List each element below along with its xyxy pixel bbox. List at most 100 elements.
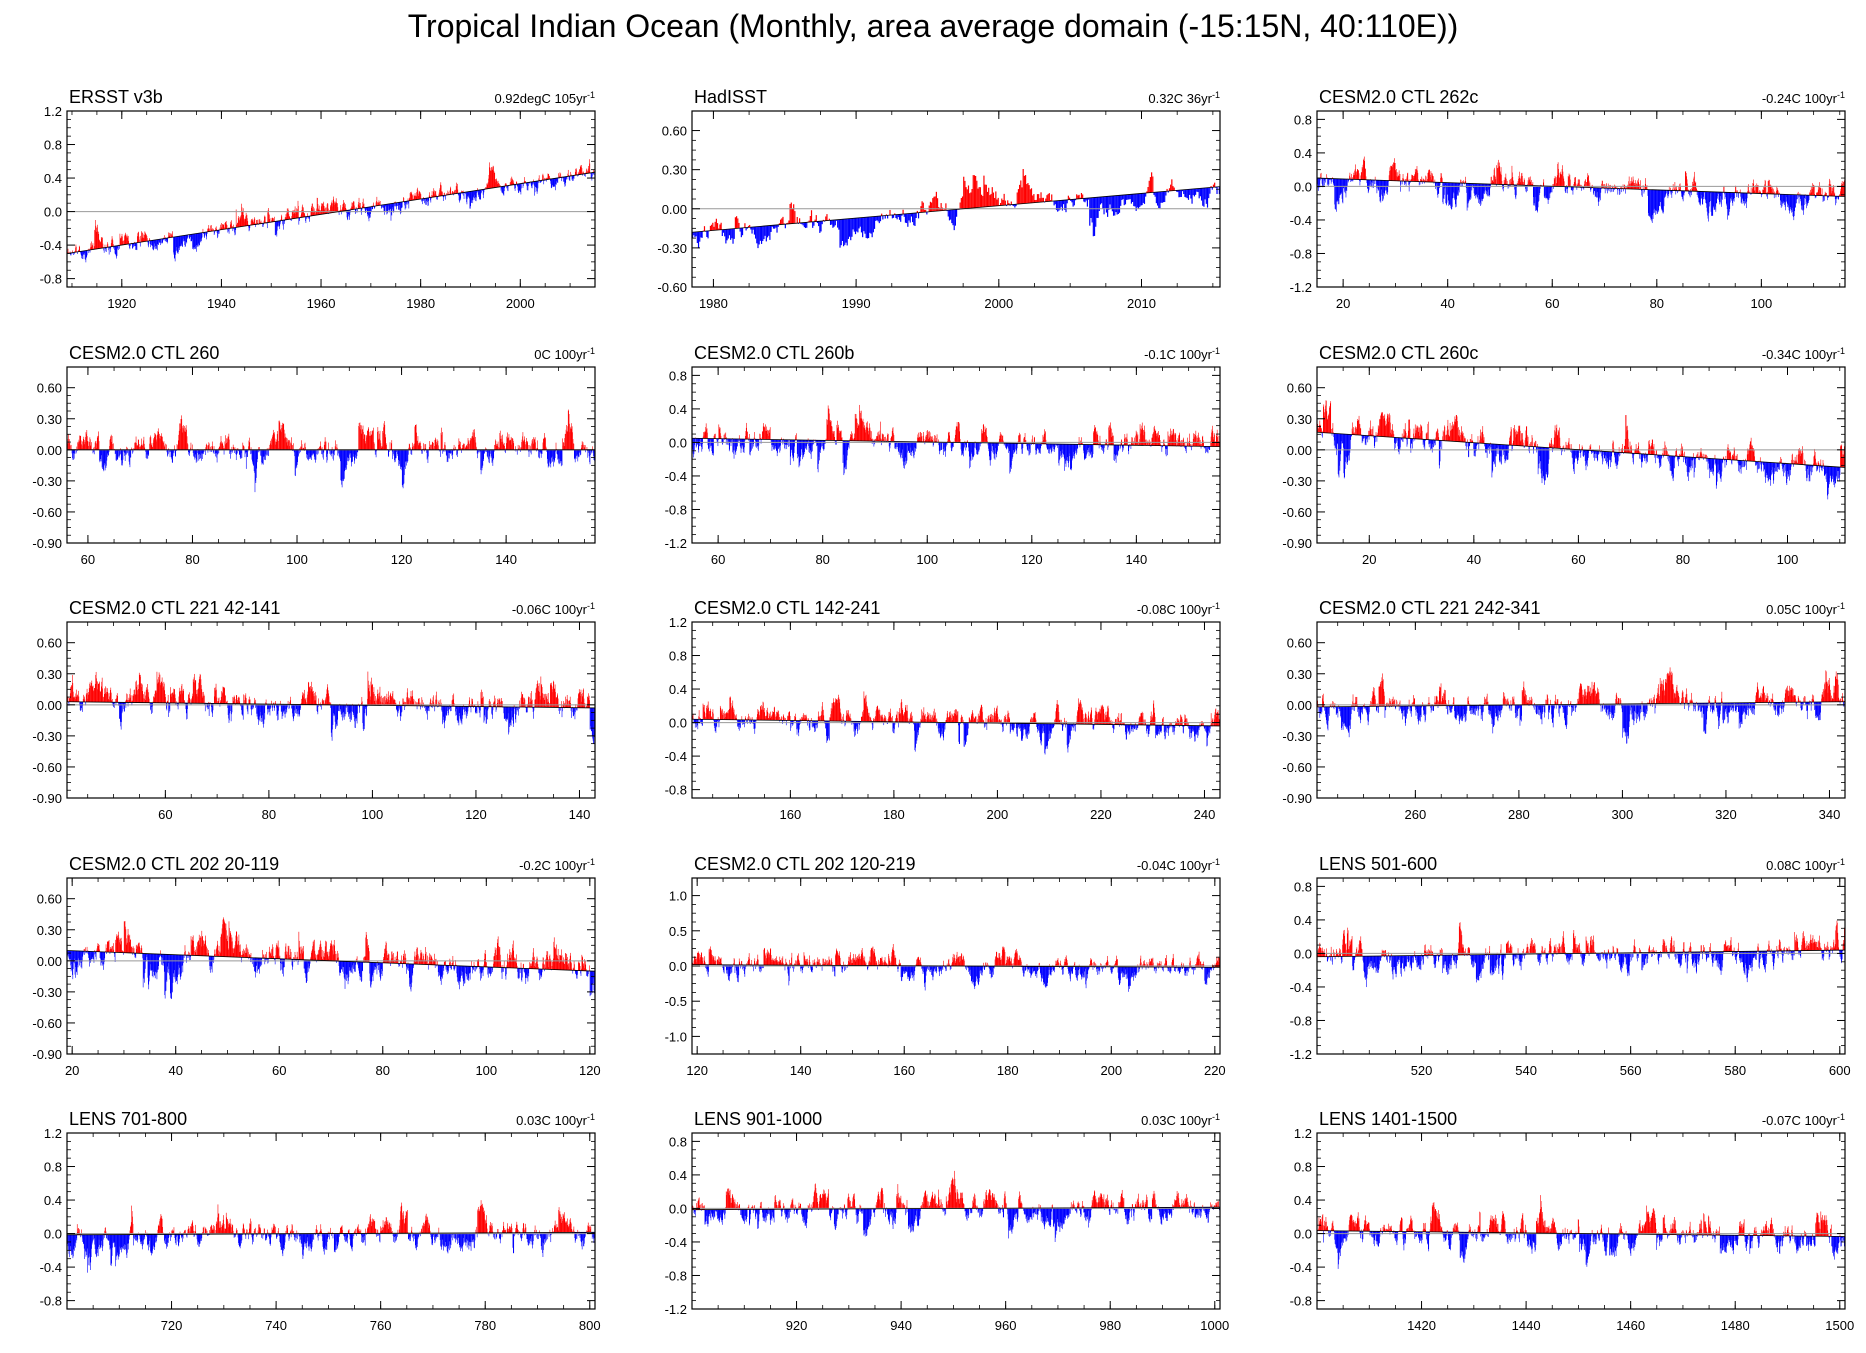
bar — [177, 236, 178, 252]
bar — [1457, 182, 1459, 196]
bar — [489, 170, 491, 189]
bar — [554, 178, 555, 187]
bar — [1474, 183, 1475, 197]
bar — [578, 172, 580, 175]
bar — [73, 252, 75, 255]
bar — [808, 220, 810, 223]
bar — [1441, 173, 1442, 183]
bar — [462, 191, 464, 193]
bar — [1098, 197, 1100, 212]
bar — [895, 214, 897, 219]
bar — [791, 439, 792, 450]
bar — [1780, 194, 1782, 205]
bar — [423, 198, 425, 201]
bar — [378, 202, 379, 206]
bar — [363, 203, 365, 208]
bar — [263, 449, 265, 457]
bar — [523, 439, 525, 450]
bar — [1570, 186, 1572, 190]
bar — [192, 234, 194, 248]
bar — [1498, 167, 1500, 185]
bar — [551, 449, 553, 457]
bar — [295, 449, 296, 477]
bar — [176, 236, 177, 248]
bar — [1086, 198, 1088, 207]
bar — [108, 449, 109, 456]
bar — [216, 449, 218, 463]
bar — [745, 227, 747, 231]
bar — [449, 190, 451, 195]
bar — [1624, 185, 1626, 189]
bar — [716, 223, 719, 231]
bar — [1343, 178, 1345, 189]
bar — [1374, 176, 1376, 181]
bar — [120, 237, 122, 246]
bar — [1691, 191, 1692, 196]
y-tick-label: 0.4 — [44, 171, 62, 186]
bar — [820, 440, 822, 448]
bar — [96, 227, 98, 249]
bar — [255, 449, 257, 478]
bar — [1421, 179, 1422, 182]
bar — [95, 220, 96, 250]
bar — [757, 439, 759, 450]
bar — [695, 438, 697, 443]
bar — [593, 172, 595, 175]
bar — [707, 230, 709, 239]
bar — [699, 231, 701, 242]
bar — [866, 422, 867, 442]
bar — [359, 422, 361, 450]
bar — [1520, 176, 1522, 186]
bar — [1335, 178, 1337, 210]
bar — [242, 208, 244, 227]
bar — [151, 240, 153, 246]
bar — [1084, 198, 1086, 203]
bar — [473, 190, 474, 197]
bar — [1778, 194, 1779, 198]
bar — [1546, 186, 1548, 199]
bar — [136, 445, 138, 450]
bar — [1512, 183, 1514, 185]
bar — [334, 204, 335, 213]
bar — [218, 230, 220, 234]
bar — [571, 426, 573, 450]
bar — [858, 424, 859, 441]
bar — [253, 449, 254, 466]
bar — [195, 449, 197, 458]
bar — [191, 234, 192, 241]
bar — [141, 232, 143, 242]
bar — [1539, 185, 1541, 193]
bar — [580, 449, 581, 456]
bar — [331, 200, 333, 213]
bar — [384, 421, 385, 450]
bar — [436, 196, 437, 200]
bar — [95, 440, 97, 450]
bar — [1321, 178, 1323, 184]
bar — [189, 449, 191, 452]
bar — [405, 201, 407, 209]
bar — [247, 449, 249, 452]
bar — [1204, 187, 1206, 200]
bar — [1584, 180, 1586, 188]
bar — [499, 430, 501, 450]
bar — [431, 195, 432, 198]
bar — [351, 449, 353, 462]
bar — [1610, 188, 1612, 193]
bar — [1485, 183, 1487, 195]
bar — [1666, 190, 1668, 192]
bar — [117, 245, 119, 251]
bar — [1550, 186, 1552, 193]
bar — [268, 213, 270, 223]
bar — [1017, 189, 1020, 205]
bar — [1404, 181, 1406, 184]
bar — [1023, 175, 1025, 204]
bar — [574, 171, 576, 176]
bar — [1364, 160, 1366, 180]
bar — [1546, 186, 1548, 200]
bar — [98, 239, 100, 249]
bar — [176, 449, 177, 451]
bar — [1396, 176, 1398, 181]
bar — [1387, 180, 1389, 187]
bar — [177, 445, 179, 450]
bar — [1668, 190, 1670, 195]
